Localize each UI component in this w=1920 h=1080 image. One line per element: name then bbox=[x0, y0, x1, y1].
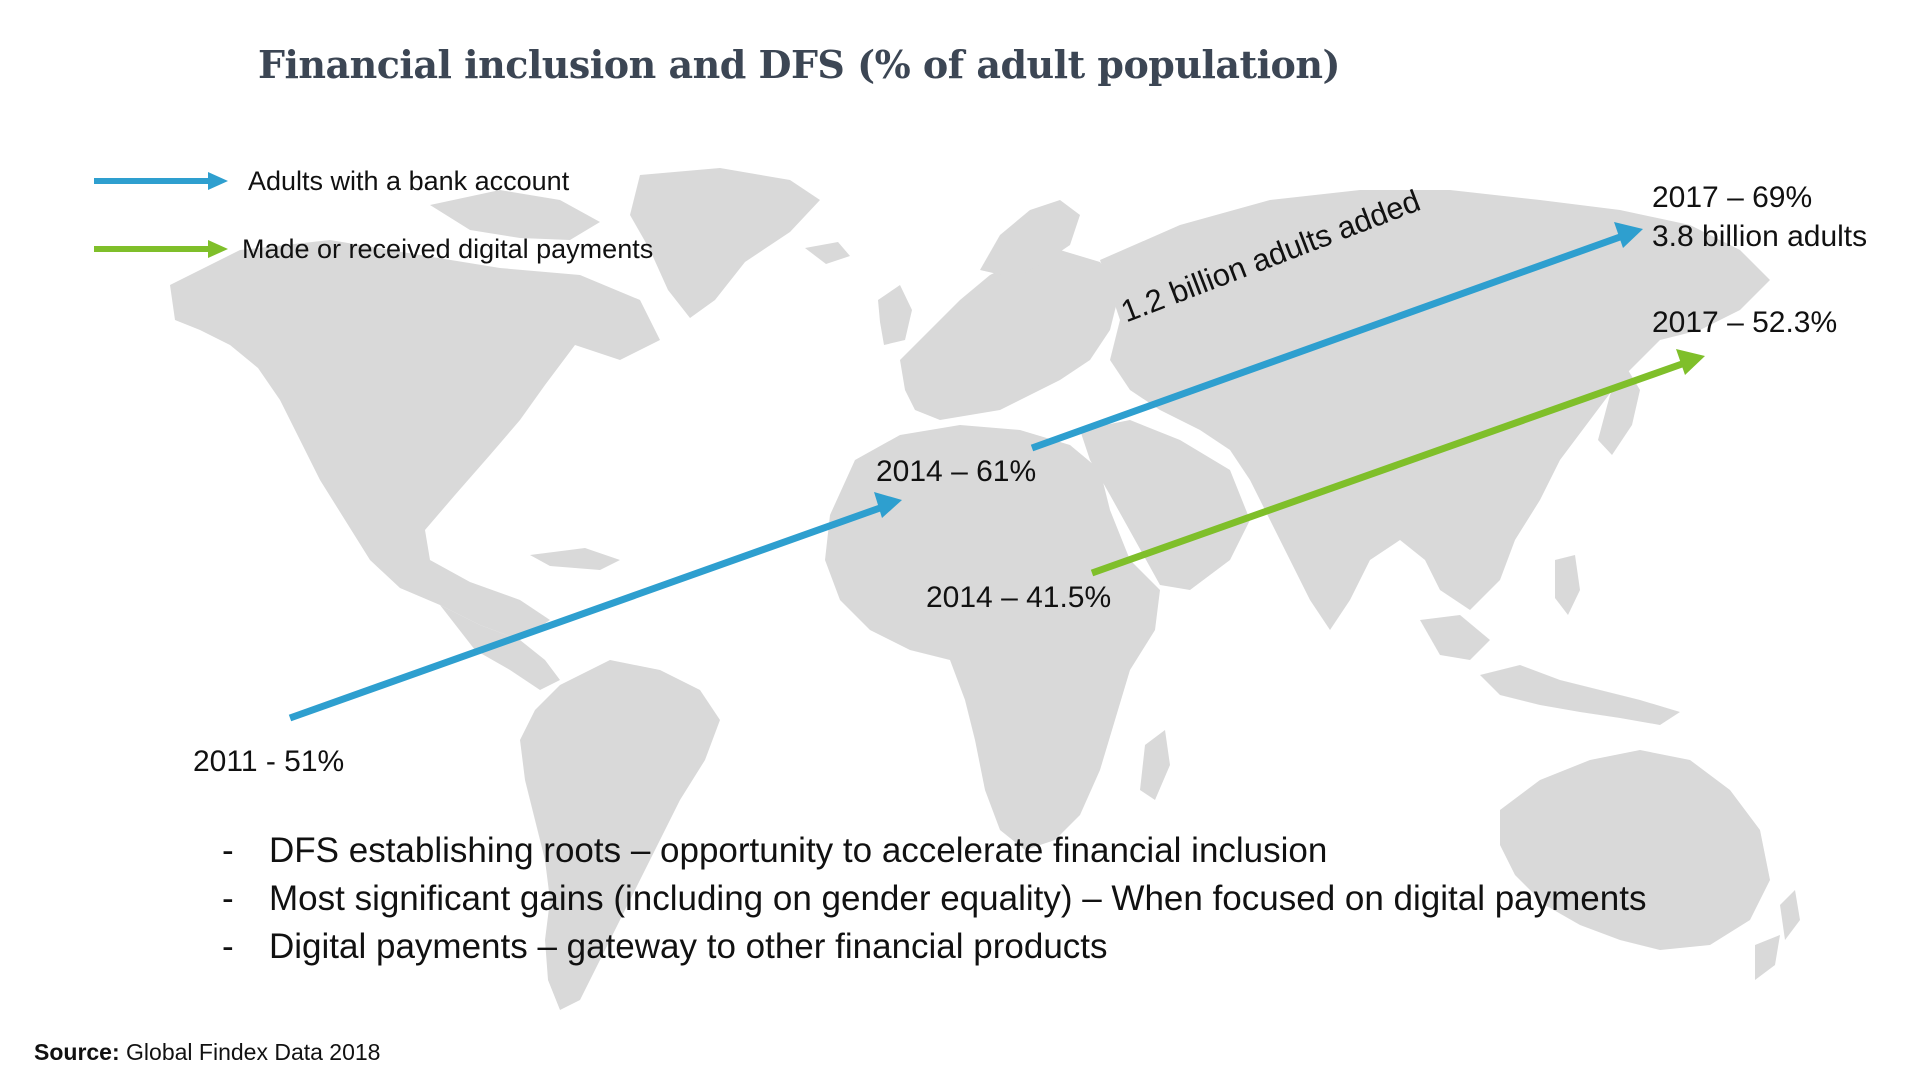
iceland-shape bbox=[805, 242, 850, 264]
central-america-shape bbox=[440, 605, 560, 690]
bank-2014-label: 2014 – 61% bbox=[876, 455, 1037, 488]
southeast-asia-shape bbox=[1420, 615, 1490, 660]
indonesia-shape bbox=[1480, 665, 1680, 725]
bullet-item: - Digital payments – gateway to other fi… bbox=[222, 923, 1646, 971]
scandinavia-shape bbox=[980, 200, 1080, 278]
bullet-dash: - bbox=[222, 927, 234, 966]
middle-east-shape bbox=[1080, 420, 1250, 590]
bank-2017-adults: 3.8 billion adults bbox=[1652, 220, 1868, 253]
bullet-dash: - bbox=[222, 879, 234, 918]
south-america-shape bbox=[520, 660, 720, 1010]
madagascar-shape bbox=[1140, 730, 1170, 800]
bullet-list: - DFS establishing roots – opportunity t… bbox=[222, 827, 1646, 971]
australia-shape bbox=[1500, 750, 1770, 950]
arctic-islands-shape bbox=[430, 190, 600, 240]
north-america-shape bbox=[170, 240, 660, 640]
bullet-text: Digital payments – gateway to other fina… bbox=[269, 927, 1108, 966]
bullet-text: Most significant gains (including on gen… bbox=[269, 879, 1647, 918]
europe-shape bbox=[900, 250, 1120, 420]
bank-2011-label: 2011 - 51% bbox=[193, 745, 345, 778]
legend-item-digital-payments: Made or received digital payments bbox=[92, 234, 653, 264]
legend-label: Made or received digital payments bbox=[242, 233, 654, 264]
greenland-shape bbox=[630, 168, 820, 318]
legend-label: Adults with a bank account bbox=[248, 165, 570, 196]
africa-shape bbox=[825, 425, 1160, 850]
legend-item-bank-account: Adults with a bank account bbox=[92, 166, 569, 196]
asia-shape bbox=[1100, 190, 1770, 630]
caribbean-shape bbox=[530, 548, 620, 570]
new-zealand-south-shape bbox=[1755, 935, 1780, 980]
arrow-right-icon bbox=[94, 240, 228, 258]
bullet-text: DFS establishing roots – opportunity to … bbox=[269, 831, 1328, 870]
new-zealand-shape bbox=[1780, 890, 1800, 940]
digital-2017-label: 2017 – 52.3% bbox=[1652, 306, 1838, 339]
bullet-dash: - bbox=[222, 831, 234, 870]
philippines-shape bbox=[1555, 555, 1580, 615]
digital-payments-arrow-2014-2017 bbox=[1090, 349, 1705, 577]
digital-2014-label: 2014 – 41.5% bbox=[926, 581, 1112, 614]
japan-shape bbox=[1598, 365, 1640, 455]
uk-shape bbox=[878, 285, 912, 345]
bank-2017-value: 2017 – 69% bbox=[1652, 181, 1813, 214]
source-note: Source: Global Findex Data 2018 bbox=[34, 1039, 380, 1066]
source-text: Global Findex Data 2018 bbox=[126, 1039, 381, 1065]
source-label: Source: bbox=[34, 1039, 120, 1065]
bullet-item: - DFS establishing roots – opportunity t… bbox=[222, 827, 1646, 875]
slide-title: Financial inclusion and DFS (% of adult … bbox=[258, 42, 1341, 87]
bank-account-arrow-2014-2017 bbox=[1030, 222, 1643, 452]
arrow-right-icon bbox=[94, 172, 228, 190]
bullet-item: - Most significant gains (including on g… bbox=[222, 875, 1646, 923]
bank-2017-label: 2017 – 69% 3.8 billion adults bbox=[1652, 178, 1867, 256]
bank-account-arrow-2011-2014 bbox=[288, 492, 902, 722]
